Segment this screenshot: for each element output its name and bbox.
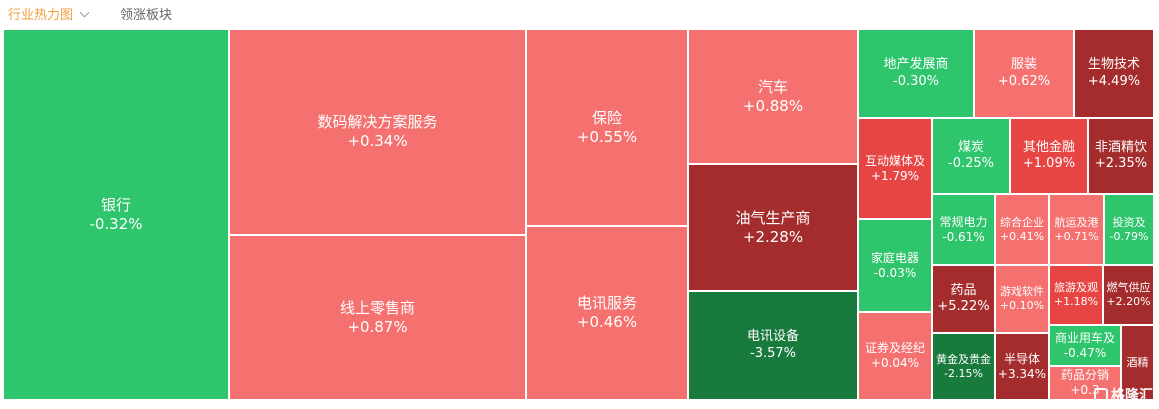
sector-change: +2.35% bbox=[1094, 156, 1148, 171]
sector-tile[interactable]: 银行 -0.32% bbox=[3, 29, 229, 400]
sector-name: 地产发展商 bbox=[883, 57, 949, 73]
tab-bar: 行业热力图 领涨板块 bbox=[0, 0, 1159, 30]
sector-tile[interactable]: 非酒精饮 +2.35% bbox=[1088, 118, 1154, 194]
sector-tile[interactable]: 汽车 +0.88% bbox=[688, 29, 858, 164]
tab-industry-heatmap-label: 行业热力图 bbox=[8, 8, 74, 23]
sector-tile[interactable]: 旅游及观 +1.18% bbox=[1049, 265, 1103, 325]
sector-change: +2.20% bbox=[1106, 295, 1151, 308]
logo-icon bbox=[1094, 388, 1108, 402]
sector-name: 药品分销 bbox=[1060, 368, 1109, 382]
sector-change: -0.25% bbox=[948, 156, 994, 171]
sector-name: 常规电力 bbox=[939, 214, 988, 229]
sector-name: 其他金融 bbox=[1022, 139, 1075, 155]
sector-change: +2.28% bbox=[742, 227, 804, 246]
sector-change: +1.18% bbox=[1053, 295, 1099, 308]
sector-tile[interactable]: 互动媒体及 +1.79% bbox=[858, 118, 932, 219]
sector-change: +0.10% bbox=[999, 299, 1045, 312]
sector-name: 煤炭 bbox=[957, 139, 984, 155]
sector-name: 半导体 bbox=[1003, 351, 1040, 366]
sector-change: -0.47% bbox=[1063, 345, 1107, 360]
sector-tile[interactable]: 商业用车及 -0.47% bbox=[1049, 325, 1121, 366]
sector-name: 线上零售商 bbox=[339, 298, 415, 317]
sector-tile[interactable]: 黄金及贵金 -2.15% bbox=[932, 333, 995, 400]
sector-change: +0.41% bbox=[999, 229, 1045, 243]
sector-change: +4.49% bbox=[1087, 73, 1141, 89]
sector-tile[interactable]: 燃气供应 +2.20% bbox=[1103, 265, 1154, 325]
sector-name: 银行 bbox=[100, 195, 131, 214]
sector-change: -0.32% bbox=[89, 214, 143, 233]
sector-name: 投资及 bbox=[1112, 215, 1146, 229]
watermark-logo: 格隆汇 bbox=[1094, 385, 1153, 405]
sector-tile[interactable]: 服装 +0.62% bbox=[974, 29, 1074, 118]
sector-change: +0.04% bbox=[870, 356, 920, 370]
sector-name: 汽车 bbox=[757, 77, 788, 96]
sector-change: -0.30% bbox=[893, 73, 939, 89]
sector-tile[interactable]: 油气生产商 +2.28% bbox=[688, 164, 858, 291]
sector-tile[interactable]: 线上零售商 +0.87% bbox=[229, 235, 526, 400]
sector-tile[interactable]: 半导体 +3.34% bbox=[995, 333, 1049, 400]
sector-name: 油气生产商 bbox=[735, 208, 811, 227]
sector-name: 互动媒体及 bbox=[864, 153, 925, 168]
sector-tile[interactable]: 酒精 bbox=[1121, 325, 1154, 400]
sector-tile[interactable]: 家庭电器 -0.03% bbox=[858, 219, 932, 312]
sector-name: 游戏软件 bbox=[1000, 285, 1044, 299]
sector-change: +3.34% bbox=[997, 366, 1047, 381]
sector-tile[interactable]: 数码解决方案服务 +0.34% bbox=[229, 29, 526, 235]
sector-tile[interactable]: 保险 +0.55% bbox=[526, 29, 688, 226]
sector-name: 药品 bbox=[950, 282, 977, 298]
sector-change: -2.15% bbox=[944, 366, 983, 380]
tab-leading-sectors-label: 领涨板块 bbox=[120, 8, 173, 23]
sector-tile[interactable]: 电讯服务 +0.46% bbox=[526, 226, 688, 400]
sector-tile[interactable]: 航运及港 +0.71% bbox=[1049, 194, 1104, 265]
sector-name: 服装 bbox=[1010, 57, 1037, 73]
sector-name: 电讯设备 bbox=[746, 329, 799, 345]
sector-tile[interactable]: 地产发展商 -0.30% bbox=[858, 29, 974, 118]
watermark-text: 格隆汇 bbox=[1111, 388, 1153, 404]
sector-tile[interactable]: 证券及经纪 +0.04% bbox=[858, 312, 932, 400]
sector-change: +1.09% bbox=[1022, 156, 1076, 171]
sector-tile[interactable]: 综合企业 +0.41% bbox=[995, 194, 1049, 265]
sector-name: 家庭电器 bbox=[870, 250, 919, 265]
sector-name: 燃气供应 bbox=[1106, 281, 1151, 295]
sector-tile[interactable]: 其他金融 +1.09% bbox=[1010, 118, 1088, 194]
sector-change: +0.3 bbox=[1070, 383, 1100, 397]
sector-name: 航运及港 bbox=[1054, 215, 1099, 229]
sector-tile[interactable]: 煤炭 -0.25% bbox=[932, 118, 1010, 194]
tab-industry-heatmap[interactable]: 行业热力图 bbox=[8, 7, 90, 25]
sector-name: 数码解决方案服务 bbox=[317, 113, 438, 132]
sector-change: +0.34% bbox=[347, 132, 408, 150]
sector-name: 电讯服务 bbox=[576, 294, 637, 313]
sector-name: 黄金及贵金 bbox=[936, 352, 991, 366]
sector-change: +0.46% bbox=[576, 313, 638, 331]
sector-name: 酒精 bbox=[1126, 355, 1149, 369]
sector-change: +0.71% bbox=[1054, 229, 1099, 243]
sector-tile[interactable]: 药品 +5.22% bbox=[932, 265, 995, 333]
sector-change: -0.03% bbox=[873, 265, 917, 280]
sector-tile[interactable]: 投资及 -0.79% bbox=[1104, 194, 1154, 265]
sector-change: +0.62% bbox=[997, 73, 1051, 89]
sector-tile[interactable]: 常规电力 -0.61% bbox=[932, 194, 995, 265]
sector-change: +0.87% bbox=[347, 317, 408, 336]
sector-tile[interactable]: 药品分销 +0.3 bbox=[1049, 366, 1121, 400]
sector-change: -0.61% bbox=[942, 229, 985, 244]
sector-tile[interactable]: 游戏软件 +0.10% bbox=[995, 265, 1049, 333]
sector-name: 证券及经纪 bbox=[864, 341, 925, 355]
sector-name: 非酒精饮 bbox=[1094, 139, 1147, 155]
sector-change: +5.22% bbox=[937, 299, 990, 314]
sector-name: 综合企业 bbox=[1000, 215, 1044, 229]
sector-change: -0.79% bbox=[1109, 229, 1149, 243]
sector-change: -3.57% bbox=[750, 345, 796, 361]
tab-leading-sectors[interactable]: 领涨板块 bbox=[120, 7, 172, 25]
sector-name: 商业用车及 bbox=[1054, 330, 1115, 345]
sector-tile[interactable]: 生物技术 +4.49% bbox=[1074, 29, 1154, 118]
sector-change: +0.88% bbox=[742, 96, 804, 115]
sector-name: 保险 bbox=[591, 108, 622, 127]
sector-change: +1.79% bbox=[870, 168, 920, 183]
sector-name: 旅游及观 bbox=[1054, 281, 1098, 295]
sector-tile[interactable]: 电讯设备 -3.57% bbox=[688, 291, 858, 400]
sector-name: 生物技术 bbox=[1087, 57, 1140, 73]
sector-change: +0.55% bbox=[576, 127, 638, 146]
